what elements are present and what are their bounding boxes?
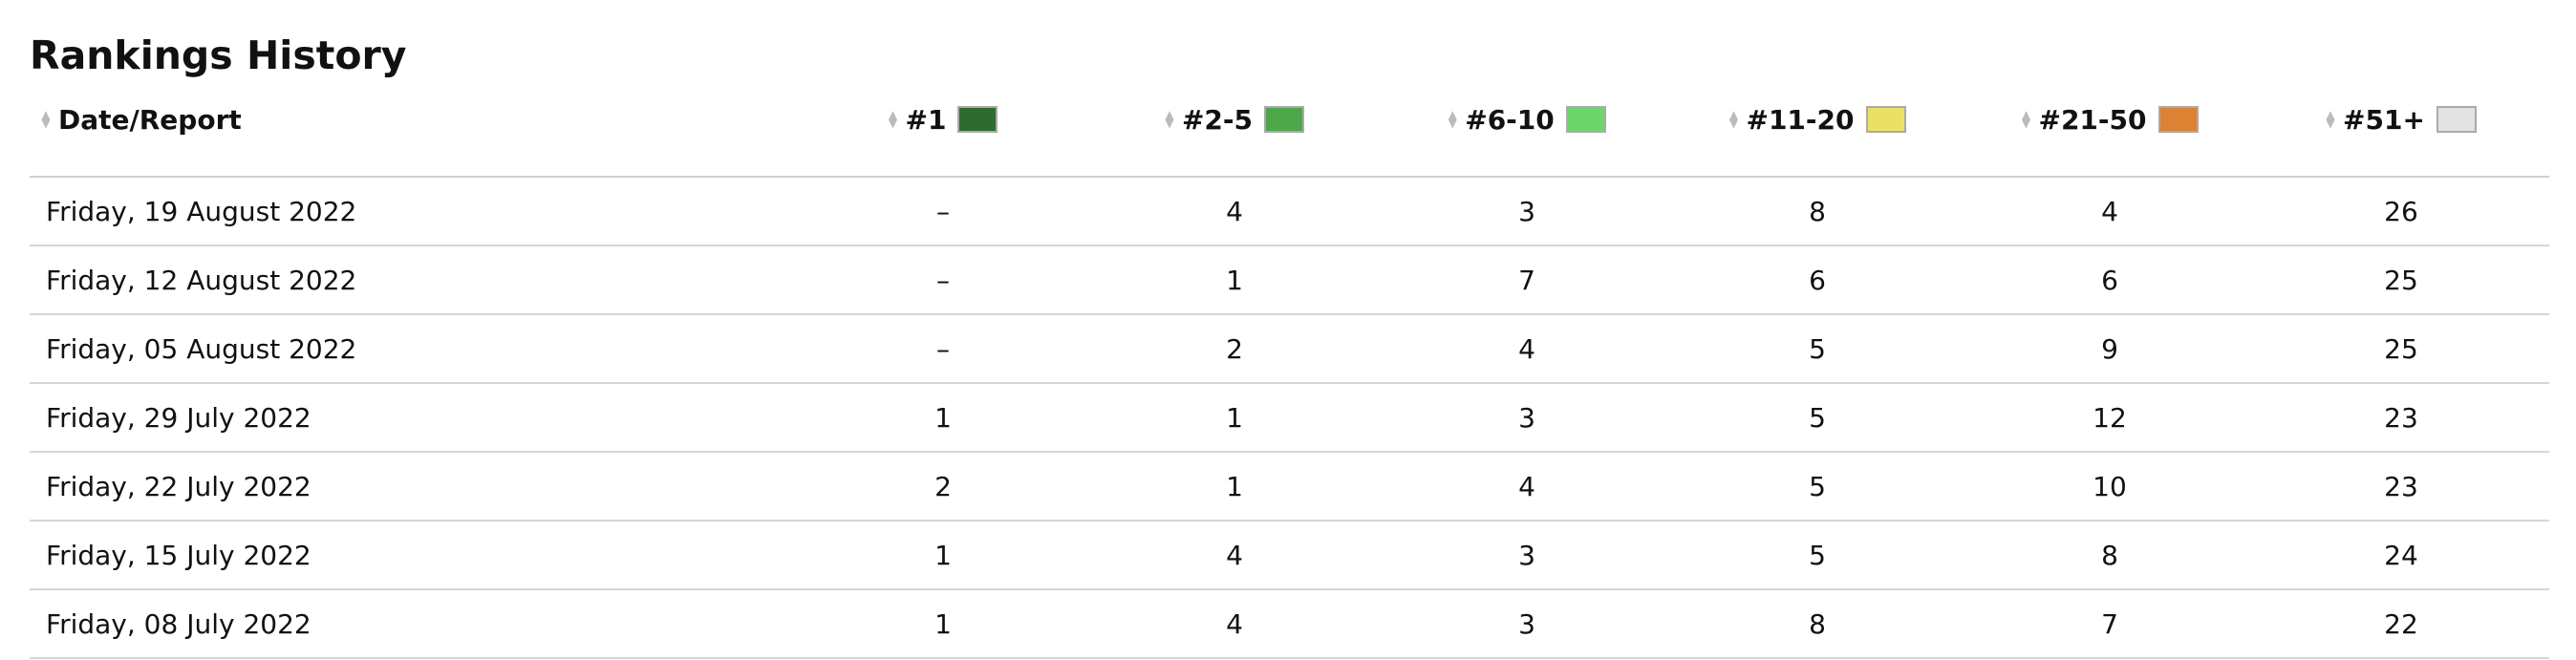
table-cell: 5 — [1809, 539, 1826, 571]
table-cell: 4 — [1226, 607, 1243, 640]
table-cell: 1 — [934, 401, 952, 434]
sort-icon[interactable]: ▲ ▼ — [2021, 108, 2031, 130]
table-cell: Friday, 08 July 2022 — [46, 607, 311, 640]
table-cell: 7 — [2101, 607, 2118, 640]
table-cell: 25 — [2384, 264, 2418, 296]
color-swatch — [2436, 106, 2477, 133]
table-cell: 3 — [1518, 607, 1535, 640]
sort-icon[interactable]: ▲ ▼ — [2326, 108, 2335, 130]
table-cell: 4 — [1518, 470, 1535, 502]
table-cell: 25 — [2384, 332, 2418, 365]
table-cell: 24 — [2384, 539, 2418, 571]
color-swatch — [1865, 106, 1906, 133]
table-cell: 2 — [934, 470, 952, 502]
sort-icon[interactable]: ▲ ▼ — [1448, 108, 1457, 130]
table-cell: – — [936, 264, 950, 296]
table-cell: 5 — [1809, 401, 1826, 434]
table-cell: Friday, 12 August 2022 — [46, 264, 357, 296]
table-cell: 6 — [1809, 264, 1826, 296]
table-cell: 1 — [934, 539, 952, 571]
table-cell: 4 — [2101, 195, 2118, 227]
table-cell: 3 — [1518, 401, 1535, 434]
table-cell: 23 — [2384, 401, 2418, 434]
color-swatch — [2157, 106, 2199, 133]
table-cell: 8 — [1809, 195, 1826, 227]
table-cell: 1 — [934, 607, 952, 640]
table-cell: 3 — [1518, 195, 1535, 227]
table-cell: Friday, 29 July 2022 — [46, 401, 311, 434]
column-label: Date/Report — [58, 103, 242, 136]
sort-icon[interactable]: ▲ ▼ — [888, 108, 898, 130]
table-row: Friday, 15 July 2022 1 4 3 5 8 24 — [30, 522, 2549, 590]
section-title: Rankings History — [30, 32, 407, 78]
color-swatch — [1565, 106, 1606, 133]
column-label: #11-20 — [1746, 103, 1855, 136]
table-header: ▲ ▼ Date/Report ▲ ▼ #1 ▲ ▼ #2-5 ▲ ▼ #6-10 ▲ ▼ #11-20 ▲ ▼… — [30, 63, 2549, 178]
table-cell: 12 — [2093, 401, 2127, 434]
table-cell: 22 — [2384, 607, 2418, 640]
table-cell: 1 — [1226, 470, 1243, 502]
column-header[interactable]: ▲ ▼ #2-5 — [1110, 63, 1359, 176]
table-row: Friday, 19 August 2022 – 4 3 8 4 26 — [30, 178, 2549, 246]
table-cell: 4 — [1518, 332, 1535, 365]
table-cell: Friday, 19 August 2022 — [46, 195, 357, 227]
table-cell: – — [936, 195, 950, 227]
table-row: Friday, 08 July 2022 1 4 3 8 7 22 — [30, 590, 2549, 659]
table-cell: 3 — [1518, 539, 1535, 571]
table-cell: 4 — [1226, 539, 1243, 571]
table-cell: Friday, 05 August 2022 — [46, 332, 357, 365]
color-swatch — [1264, 106, 1305, 133]
table-cell: 5 — [1809, 470, 1826, 502]
table-cell: 8 — [1809, 607, 1826, 640]
sort-icon[interactable]: ▲ ▼ — [1165, 108, 1174, 130]
column-header[interactable]: ▲ ▼ #11-20 — [1693, 63, 1942, 176]
column-header[interactable]: ▲ ▼ #6-10 — [1403, 63, 1651, 176]
column-label: #21-50 — [2038, 103, 2147, 136]
column-header[interactable]: ▲ ▼ #21-50 — [1986, 63, 2234, 176]
column-header[interactable]: ▲ ▼ #51+ — [2277, 63, 2525, 176]
column-label: #2-5 — [1181, 103, 1254, 136]
table-cell: 2 — [1226, 332, 1243, 365]
table-cell: 1 — [1226, 264, 1243, 296]
table-cell: 5 — [1809, 332, 1826, 365]
table-cell: 9 — [2101, 332, 2118, 365]
table-cell: 6 — [2101, 264, 2118, 296]
table-row: Friday, 05 August 2022 – 2 4 5 9 25 — [30, 315, 2549, 384]
table-cell: – — [936, 332, 950, 365]
table-row: Friday, 29 July 2022 1 1 3 5 12 23 — [30, 384, 2549, 453]
sort-icon[interactable]: ▲ ▼ — [1728, 108, 1739, 130]
table-row: Friday, 22 July 2022 2 1 4 5 10 23 — [30, 453, 2549, 522]
column-header[interactable]: ▲ ▼ Date/Report — [41, 63, 805, 176]
column-label: #51+ — [2343, 103, 2425, 136]
column-label: #6-10 — [1465, 103, 1555, 136]
table-cell: 23 — [2384, 470, 2418, 502]
table-cell: 4 — [1226, 195, 1243, 227]
table-cell: 26 — [2384, 195, 2418, 227]
table-cell: Friday, 15 July 2022 — [46, 539, 311, 571]
column-header[interactable]: ▲ ▼ #1 — [819, 63, 1067, 176]
table-cell: Friday, 22 July 2022 — [46, 470, 311, 502]
table-cell: 1 — [1226, 401, 1243, 434]
table-row: Friday, 12 August 2022 – 1 7 6 6 25 — [30, 246, 2549, 315]
sort-icon[interactable]: ▲ ▼ — [41, 108, 51, 130]
table-cell: 7 — [1518, 264, 1535, 296]
color-swatch — [957, 106, 998, 133]
table-cell: 10 — [2093, 470, 2127, 502]
column-label: #1 — [905, 103, 947, 136]
table-cell: 8 — [2101, 539, 2118, 571]
